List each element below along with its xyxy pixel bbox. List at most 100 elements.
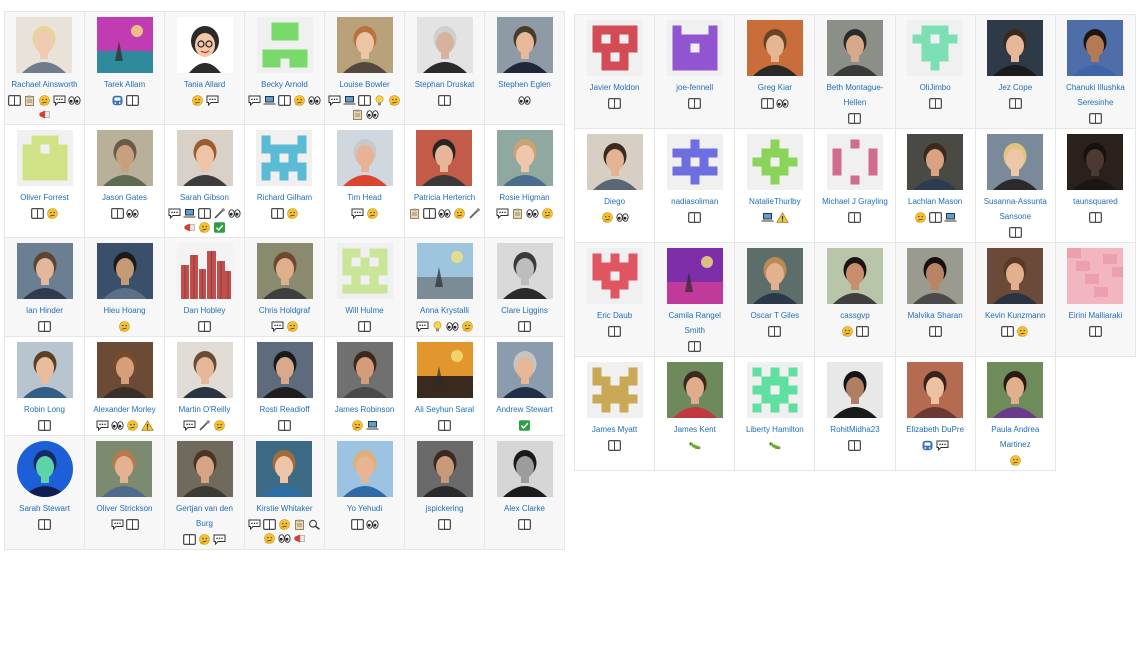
avatar[interactable] (416, 441, 473, 497)
doc-icon[interactable] (768, 326, 782, 337)
contributor-name[interactable]: Stephen Eglen (498, 80, 551, 89)
contributor-profile-link[interactable]: joe-fennell (666, 20, 723, 95)
thinking-icon[interactable] (841, 326, 854, 337)
contributor-name[interactable]: NatalieThurlby (749, 197, 801, 206)
avatar[interactable] (987, 20, 1044, 76)
avatar[interactable] (496, 441, 553, 497)
contributor-name[interactable]: Tania Allard (183, 80, 226, 89)
avatar[interactable] (987, 362, 1044, 418)
thinking-icon[interactable] (541, 208, 554, 219)
contributor-profile-link[interactable]: Alex Clarke (496, 441, 553, 516)
contributor-profile-link[interactable]: Rosti Readioff (256, 342, 313, 417)
avatar[interactable] (336, 441, 393, 497)
contributor-name[interactable]: Sarah Gibson (180, 193, 229, 202)
contributor-name[interactable]: Patricia Herterich (413, 193, 476, 202)
laptop-icon[interactable] (183, 208, 196, 219)
contributor-profile-link[interactable]: Tim Head (336, 130, 393, 205)
contributor-profile-link[interactable]: NatalieThurlby (746, 134, 803, 209)
talk-icon[interactable] (96, 420, 109, 431)
talk-icon[interactable] (351, 208, 364, 219)
contributor-profile-link[interactable]: Robin Long (16, 342, 73, 417)
avatar[interactable] (666, 362, 723, 418)
contributor-profile-link[interactable]: Will Hulme (336, 243, 393, 318)
contributor-profile-link[interactable]: Susanna-Assunta Sansone (978, 134, 1053, 224)
contributor-profile-link[interactable]: Sarah Gibson (176, 130, 233, 205)
thinking-icon[interactable] (461, 321, 474, 332)
avatar[interactable] (96, 17, 153, 73)
avatar[interactable] (666, 134, 723, 190)
avatar[interactable] (336, 342, 393, 398)
contributor-name[interactable]: Richard Gilham (256, 193, 313, 202)
avatar[interactable] (16, 243, 73, 299)
check-icon[interactable] (213, 222, 226, 233)
contributor-name[interactable]: Rosti Readioff (259, 405, 310, 414)
talk-icon[interactable] (168, 208, 181, 219)
contributor-name[interactable]: Clare Liggins (501, 306, 548, 315)
avatar[interactable] (336, 243, 393, 299)
contributor-name[interactable]: Susanna-Assunta Sansone (983, 197, 1047, 221)
avatar[interactable] (416, 130, 473, 186)
contributor-profile-link[interactable]: Liberty Hamilton (744, 362, 806, 437)
infra-icon[interactable] (111, 95, 124, 106)
avatar[interactable] (16, 441, 73, 497)
doc-icon[interactable] (125, 95, 139, 106)
contributor-name[interactable]: Martin O'Reilly (178, 405, 231, 414)
avatar[interactable] (496, 17, 553, 73)
contributor-name[interactable]: James Kent (673, 425, 716, 434)
avatar[interactable] (987, 134, 1044, 190)
eyes-icon[interactable] (445, 321, 459, 332)
doc-icon[interactable] (30, 208, 44, 219)
thinking-icon[interactable] (278, 519, 291, 530)
contributor-name[interactable]: Anna Krystalli (420, 306, 469, 315)
eyes-icon[interactable] (308, 95, 321, 106)
doc-icon[interactable] (928, 212, 942, 223)
doc-icon[interactable] (198, 208, 211, 219)
avatar[interactable] (826, 20, 883, 76)
doc-icon[interactable] (1089, 326, 1102, 337)
thinking-icon[interactable] (191, 95, 204, 106)
contributor-profile-link[interactable]: Gertjan van den Burg (167, 441, 242, 531)
contributor-profile-link[interactable]: Eric Daub (586, 248, 643, 323)
thinking-icon[interactable] (351, 420, 364, 431)
infra-icon[interactable] (921, 440, 934, 451)
doc-icon[interactable] (856, 326, 869, 337)
eyes-icon[interactable] (518, 95, 531, 106)
talk-icon[interactable] (271, 321, 284, 332)
contributor-profile-link[interactable]: Greg Kiar (746, 20, 803, 95)
contributor-profile-link[interactable]: OliJimbo (907, 20, 964, 95)
thinking-icon[interactable] (601, 212, 614, 223)
contributor-profile-link[interactable]: Hieu Hoang (96, 243, 153, 318)
avatar[interactable] (16, 342, 73, 398)
bug-icon[interactable] (688, 440, 701, 451)
avatar[interactable] (416, 243, 473, 299)
contributor-profile-link[interactable]: Kevin Kunzmann (983, 248, 1047, 323)
thinking-icon[interactable] (118, 321, 131, 332)
contributor-name[interactable]: Sarah Stewart (19, 504, 70, 513)
contributor-profile-link[interactable]: Camila Rangel Smith (657, 248, 732, 338)
contributor-name[interactable]: Louise Bowler (339, 80, 390, 89)
talk-icon[interactable] (206, 95, 219, 106)
avatar[interactable] (586, 134, 643, 190)
contributor-name[interactable]: Camila Rangel Smith (668, 311, 721, 335)
tool-icon[interactable] (468, 208, 481, 219)
doc-icon[interactable] (438, 420, 451, 431)
contributor-profile-link[interactable]: Patricia Herterich (412, 130, 477, 205)
contributor-profile-link[interactable]: Jez Cope (987, 20, 1044, 95)
contributor-name[interactable]: Oliver Forrest (20, 193, 69, 202)
avatar[interactable] (176, 17, 233, 73)
contributor-profile-link[interactable]: Eirini Malliaraki (1067, 248, 1125, 323)
eyes-icon[interactable] (125, 208, 139, 219)
megaphone-icon[interactable] (293, 533, 306, 544)
avatar[interactable] (96, 130, 153, 186)
avatar[interactable] (746, 134, 803, 190)
doc-icon[interactable] (438, 519, 451, 530)
avatar[interactable] (176, 441, 233, 497)
avatar[interactable] (416, 17, 473, 73)
laptop-icon[interactable] (343, 95, 356, 106)
avatar[interactable] (907, 248, 964, 304)
contributor-profile-link[interactable]: Tania Allard (176, 17, 233, 92)
doc-icon[interactable] (518, 519, 531, 530)
talk-icon[interactable] (53, 95, 66, 106)
thinking-icon[interactable] (198, 222, 211, 233)
avatar[interactable] (907, 20, 964, 76)
